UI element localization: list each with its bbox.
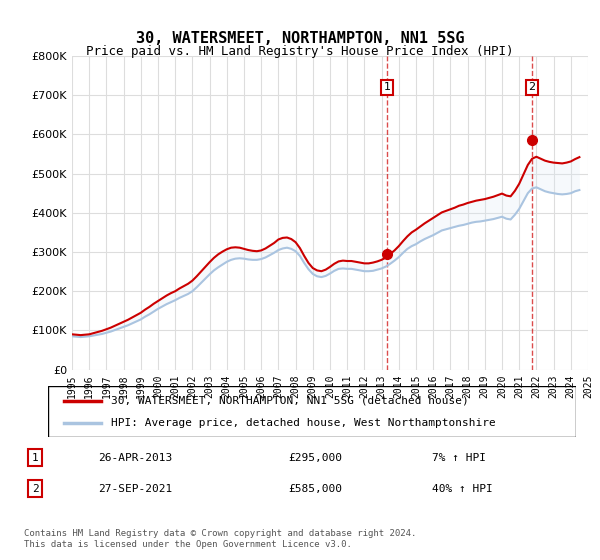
Text: 2: 2 [32,484,38,493]
Text: 2: 2 [529,82,536,92]
Text: £585,000: £585,000 [289,484,343,493]
Text: 30, WATERSMEET, NORTHAMPTON, NN1 5SG: 30, WATERSMEET, NORTHAMPTON, NN1 5SG [136,31,464,46]
Text: 1: 1 [383,82,391,92]
Text: 30, WATERSMEET, NORTHAMPTON, NN1 5SG (detached house): 30, WATERSMEET, NORTHAMPTON, NN1 5SG (de… [112,395,469,405]
Text: Contains HM Land Registry data © Crown copyright and database right 2024.
This d: Contains HM Land Registry data © Crown c… [24,529,416,549]
Text: 7% ↑ HPI: 7% ↑ HPI [433,453,487,463]
Text: 26-APR-2013: 26-APR-2013 [98,453,173,463]
Text: 27-SEP-2021: 27-SEP-2021 [98,484,173,493]
Text: Price paid vs. HM Land Registry's House Price Index (HPI): Price paid vs. HM Land Registry's House … [86,45,514,58]
Text: 1: 1 [32,453,38,463]
Text: 40% ↑ HPI: 40% ↑ HPI [433,484,493,493]
Text: £295,000: £295,000 [289,453,343,463]
Text: HPI: Average price, detached house, West Northamptonshire: HPI: Average price, detached house, West… [112,418,496,428]
